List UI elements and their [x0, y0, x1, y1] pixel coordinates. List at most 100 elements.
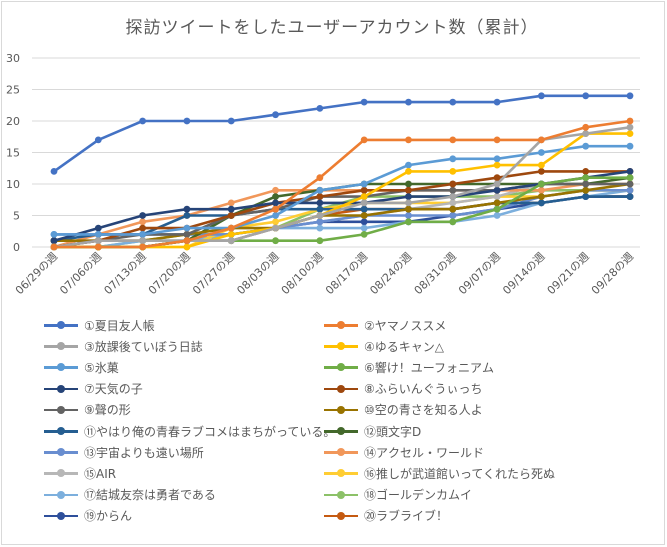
legend-item: ⑩空の青さを知る人よ [324, 400, 483, 420]
data-point [183, 212, 191, 219]
data-point [626, 130, 634, 138]
data-point [582, 174, 590, 182]
legend-label: ②ヤマノススメ [364, 318, 447, 333]
legend-item: ④ゆるキャン△ [324, 336, 444, 356]
data-point [316, 174, 324, 182]
legend-label: ⑫頭文字D [364, 424, 422, 439]
data-point [626, 168, 634, 175]
legend-swatch-marker [57, 405, 65, 414]
data-point [94, 224, 102, 232]
series-line [53, 170, 630, 249]
legend-item: ⑲からん [44, 506, 132, 526]
data-point [227, 199, 235, 207]
legend-label: ⑨聲の形 [84, 403, 131, 418]
legend-item: ③放課後ていぼう日誌 [44, 336, 203, 356]
data-point [50, 168, 58, 175]
legend-swatch-marker [57, 342, 65, 351]
data-point [582, 168, 590, 175]
x-tick-label: 07/20の週 [146, 250, 193, 297]
legend-label: ⑬宇宙よりも遠い場所 [84, 445, 204, 460]
series-line [53, 94, 630, 173]
data-point [139, 243, 147, 251]
data-point [316, 186, 324, 194]
data-point [272, 237, 279, 245]
legend-swatch [44, 511, 78, 521]
data-point [139, 237, 147, 245]
legend-item: ⑮AIR [44, 463, 116, 483]
x-tick-label: 08/03の週 [234, 250, 281, 297]
x-tick-label: 08/24の週 [367, 250, 414, 297]
data-point [360, 193, 368, 201]
legend-swatch [324, 490, 358, 500]
legend-swatch-marker [337, 321, 345, 329]
data-point [316, 237, 324, 245]
chart-title: 探訪ツイートをしたユーザーアカウント数（累計） [125, 18, 539, 38]
legend-swatch-marker [337, 342, 345, 351]
data-point [272, 224, 279, 232]
legend-swatch [44, 468, 78, 478]
data-point [449, 205, 457, 213]
data-point [50, 243, 58, 251]
x-tick-label: 06/29の週 [13, 250, 60, 297]
data-point [183, 243, 191, 251]
legend-label: ④ゆるキャン△ [364, 339, 444, 354]
legend-swatch-marker [337, 384, 345, 393]
data-point [493, 193, 501, 201]
legend-swatch-marker [337, 469, 345, 478]
data-point [626, 123, 634, 131]
data-point [537, 149, 545, 156]
series-line [53, 170, 631, 242]
legend-swatch [324, 341, 358, 351]
data-point [493, 174, 501, 182]
data-point [360, 205, 368, 213]
data-point [360, 218, 368, 226]
legend-swatch-marker [57, 511, 65, 520]
legend-label: ⑭アクセル・ワールド [364, 445, 485, 460]
data-point [405, 212, 412, 219]
legend-swatch-marker [57, 427, 65, 435]
data-point [493, 161, 501, 169]
data-point [493, 136, 501, 144]
x-tick-label: 08/31の週 [412, 250, 459, 297]
data-point [139, 224, 147, 232]
series-line [53, 182, 630, 249]
legend-swatch [324, 426, 358, 436]
data-point [493, 212, 501, 219]
x-tick-label: 07/27の週 [190, 250, 237, 297]
data-point [227, 237, 235, 245]
legend-label: ①夏目友人帳 [84, 318, 155, 333]
data-point [316, 193, 324, 201]
legend-item: ⑨聲の形 [44, 400, 131, 420]
data-point [626, 193, 634, 201]
data-point [449, 155, 457, 163]
legend-label: ⑤氷菓 [84, 360, 119, 375]
x-tick-label: 09/28の週 [589, 250, 636, 297]
data-point [582, 186, 590, 194]
legend-swatch [44, 362, 78, 372]
data-point [582, 193, 590, 201]
data-point [183, 117, 191, 125]
data-point [316, 199, 324, 207]
legend-item: ⑤氷菓 [44, 357, 119, 377]
series-line [53, 126, 631, 249]
legend-label: ⑪やはり俺の青春ラブコメはまちがっている。 [84, 424, 336, 439]
data-point [94, 136, 102, 144]
data-point [360, 231, 368, 238]
data-point [94, 237, 102, 245]
data-point [94, 231, 102, 238]
x-tick-label: 07/13の週 [102, 250, 149, 297]
legend-item: ⑱ゴールデンカムイ [324, 485, 472, 505]
legend-label: ⑱ゴールデンカムイ [364, 488, 473, 503]
data-point [183, 205, 191, 213]
y-tick-label: 30 [6, 52, 20, 65]
legend-swatch [324, 468, 358, 478]
data-point [537, 193, 545, 201]
data-point [449, 199, 457, 207]
legend-label: ③放課後ていぼう日誌 [84, 339, 203, 354]
legend-item: ②ヤマノススメ [324, 315, 446, 335]
data-point [582, 142, 590, 150]
data-point [227, 231, 235, 238]
series-line [54, 144, 630, 236]
data-point [272, 186, 279, 194]
legend-swatch [44, 384, 78, 394]
